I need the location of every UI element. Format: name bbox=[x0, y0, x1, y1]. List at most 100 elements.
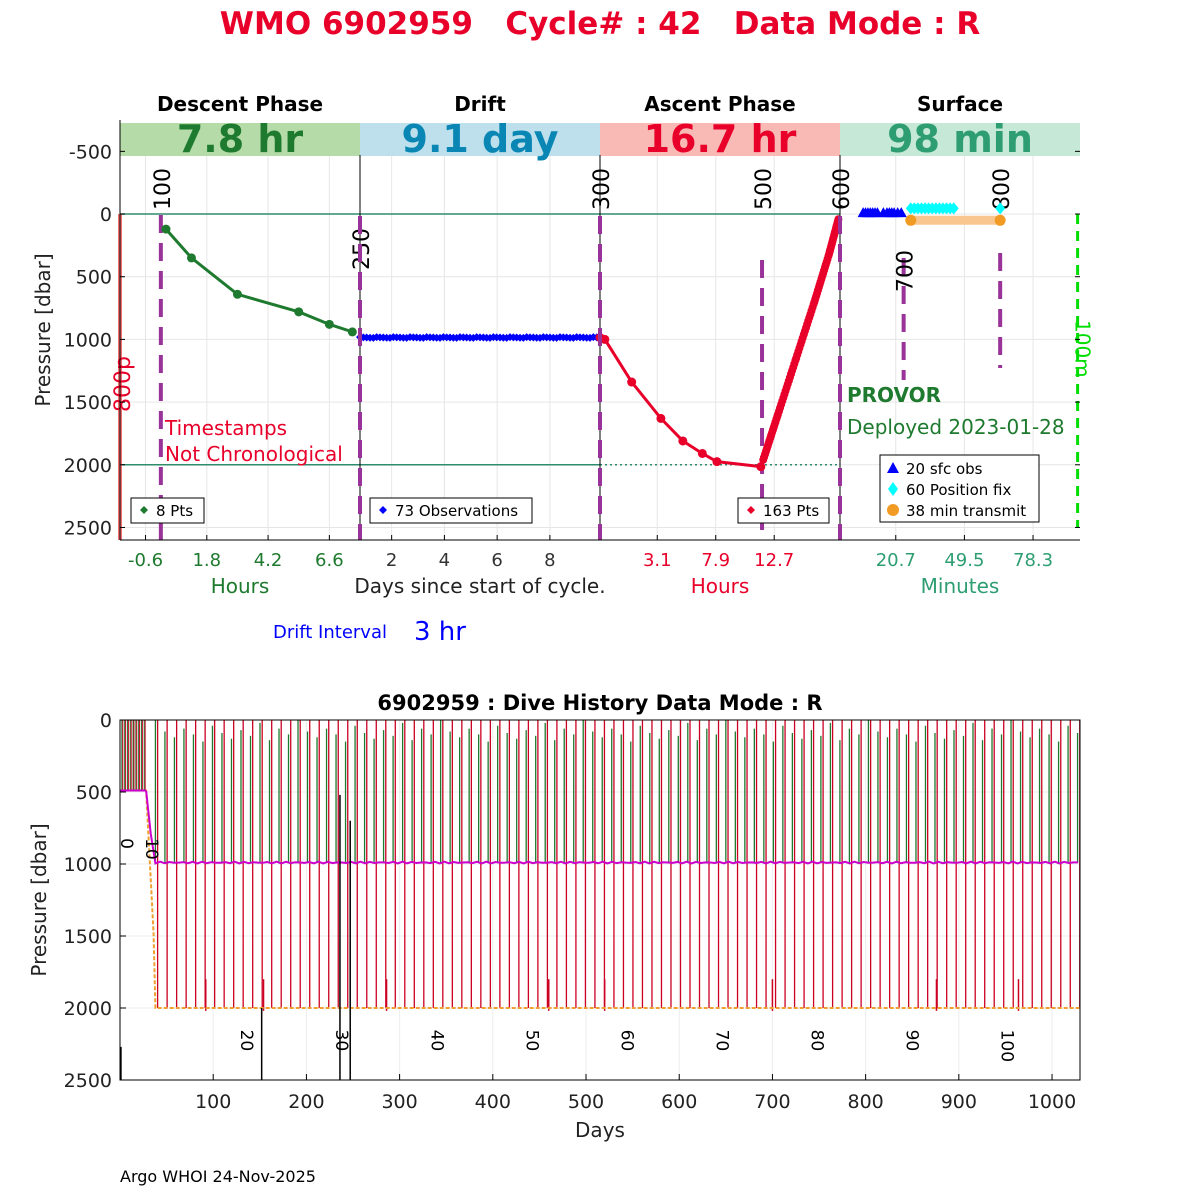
descent-point bbox=[232, 289, 242, 299]
cycle-number-label: 50 bbox=[521, 1030, 541, 1052]
transmit-point bbox=[905, 214, 917, 226]
x-axis-title: Days since start of cycle. bbox=[354, 574, 605, 598]
y-tick-label: 1000 bbox=[64, 329, 112, 351]
ascent-point bbox=[600, 334, 610, 344]
phase-band-surface bbox=[840, 123, 1080, 156]
x-tick-label: 300 bbox=[381, 1091, 417, 1113]
warning-line-1: Timestamps bbox=[164, 416, 287, 440]
descent-point bbox=[161, 224, 171, 234]
legend-label: 38 min transmit bbox=[906, 502, 1026, 520]
descent-point bbox=[186, 253, 196, 263]
phase-header-descent: Descent Phase bbox=[157, 92, 323, 116]
legend-ascent: 163 Pts bbox=[737, 497, 830, 524]
x-tick-label: 49.5 bbox=[944, 550, 984, 571]
descent-profile-line bbox=[164, 228, 353, 334]
x-tick-label: 100 bbox=[195, 1091, 231, 1113]
y-tick-label: 2000 bbox=[64, 455, 112, 477]
y-tick-label: 2500 bbox=[64, 517, 112, 539]
x-axis-label-ascent: Hours bbox=[691, 574, 750, 598]
cycle-number-label: 0 bbox=[116, 838, 136, 849]
ascent-point bbox=[627, 377, 637, 387]
history-title: 6902959 : Dive History Data Mode : R bbox=[377, 691, 822, 715]
y-tick-label: 1000 bbox=[64, 854, 112, 876]
right-annotation: 100m bbox=[1071, 320, 1095, 378]
x-tick-label: 600 bbox=[661, 1091, 697, 1113]
legend-marker-icon bbox=[140, 506, 148, 514]
x-tick-label: 1.8 bbox=[192, 550, 221, 571]
cycle-number-label: 30 bbox=[331, 1030, 351, 1052]
y-tick-label: 1500 bbox=[64, 392, 112, 414]
phase-header-ascent: Ascent Phase bbox=[644, 92, 795, 116]
transmit-point bbox=[994, 214, 1006, 226]
y-tick-label: 500 bbox=[76, 267, 112, 289]
x-tick-label: 78.3 bbox=[1013, 550, 1053, 571]
figure-title: WMO 6902959 Cycle# : 42 Data Mode : R bbox=[220, 6, 981, 42]
legend-diamond-icon bbox=[888, 482, 898, 496]
y-tick-label: 0 bbox=[100, 710, 112, 732]
drift-depth-line bbox=[145, 790, 1079, 865]
x-tick-label: 8 bbox=[544, 550, 555, 571]
cycle-number-label: 100 bbox=[997, 1030, 1017, 1062]
deployed-date: Deployed 2023-01-28 bbox=[847, 415, 1065, 439]
phase-band-drift bbox=[360, 123, 600, 156]
cycle-marker-label: 800 bbox=[990, 168, 1015, 210]
legend-label: 73 Observations bbox=[395, 502, 518, 520]
x-tick-label: 6 bbox=[491, 550, 502, 571]
y-tick-label: 2500 bbox=[64, 1070, 112, 1092]
phase-band-descent bbox=[120, 123, 360, 156]
phase-band-ascent bbox=[600, 123, 840, 156]
x-tick-label: 900 bbox=[941, 1091, 977, 1113]
surface-legend: 20 sfc obs 60 Position fix 38 min transmit bbox=[879, 454, 1040, 523]
x-tick-label: 2 bbox=[386, 550, 397, 571]
cycle-marker-label: 250 bbox=[350, 228, 375, 270]
x-tick-label: 12.7 bbox=[754, 550, 794, 571]
dive-history-chart: 6902959 : Dive History Data Mode : R 0 10 2… bbox=[27, 691, 1081, 1142]
x-axis-label-surface: Minutes bbox=[921, 574, 1000, 598]
history-y-axis-label: Pressure [dbar] bbox=[27, 823, 51, 976]
phase-header-surface: Surface bbox=[917, 92, 1003, 116]
x-tick-label: 3.1 bbox=[643, 550, 672, 571]
x-tick-label: 4 bbox=[439, 550, 450, 571]
legend-label: 163 Pts bbox=[763, 502, 819, 520]
cycle-number-label: 70 bbox=[712, 1030, 732, 1052]
y-axis-label: Pressure [dbar] bbox=[31, 253, 55, 406]
legend-label: 20 sfc obs bbox=[906, 460, 983, 478]
x-tick-label: 7.9 bbox=[701, 550, 730, 571]
position-fix-point bbox=[995, 202, 1006, 215]
x-tick-label: 4.2 bbox=[254, 550, 283, 571]
left-annotation: 800p bbox=[111, 356, 136, 412]
drift-interval-value: 3 hr bbox=[414, 617, 466, 647]
phase-duration-drift: 9.1 day bbox=[402, 117, 559, 161]
cycle-number-label: 60 bbox=[616, 1030, 636, 1052]
y-tick-label: 1500 bbox=[64, 926, 112, 948]
ascent-point bbox=[656, 413, 666, 423]
phase-duration-descent: 7.8 hr bbox=[177, 117, 304, 161]
x-tick-label: 200 bbox=[288, 1091, 324, 1113]
float-type: PROVOR bbox=[847, 383, 941, 407]
phase-header-drift: Drift bbox=[454, 92, 506, 116]
x-tick-label: -0.6 bbox=[128, 550, 163, 571]
legend-triangle-icon bbox=[887, 462, 899, 473]
cycle-number-label: 40 bbox=[426, 1030, 446, 1052]
cycle-marker-label: 600 bbox=[830, 168, 855, 210]
x-tick-label: 700 bbox=[754, 1091, 790, 1113]
legend-marker-icon bbox=[379, 506, 387, 514]
legend-label: 8 Pts bbox=[156, 502, 193, 520]
history-x-axis-label: Days bbox=[575, 1118, 625, 1142]
legend-drift: 73 Observations bbox=[369, 497, 533, 524]
y-tick-label: -500 bbox=[69, 141, 112, 163]
phase-duration-ascent: 16.7 hr bbox=[644, 117, 797, 161]
warning-line-2: Not Chronological bbox=[165, 442, 343, 466]
phase-duration-surface: 98 min bbox=[887, 117, 1033, 161]
cycle-marker-label: 100 bbox=[151, 168, 176, 210]
legend-circle-icon bbox=[887, 504, 899, 516]
cycle-marker-label: 700 bbox=[894, 250, 919, 292]
ascent-point bbox=[678, 436, 688, 446]
x-tick-label: 400 bbox=[475, 1091, 511, 1113]
cycle-number-label: 20 bbox=[236, 1030, 256, 1052]
